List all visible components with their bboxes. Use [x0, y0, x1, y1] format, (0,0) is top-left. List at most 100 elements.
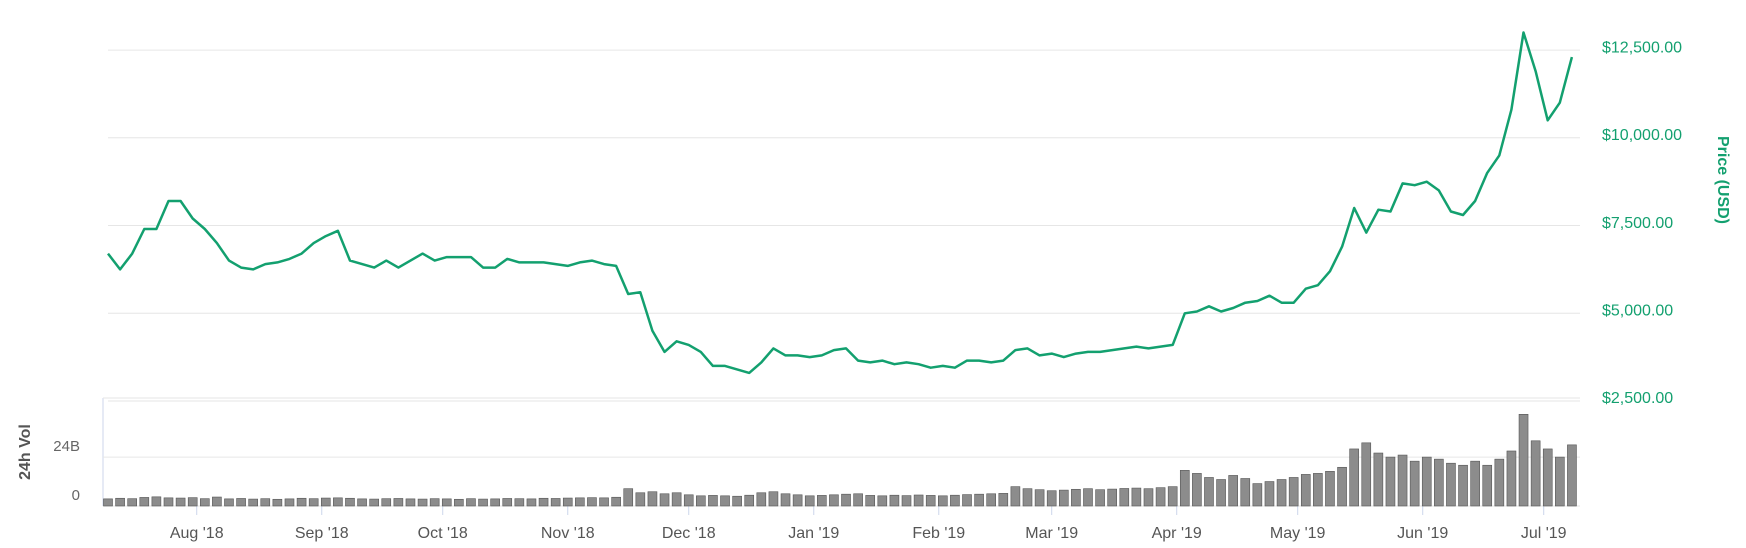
x-tick-label: Apr '19: [1152, 525, 1202, 542]
volume-bar: [1325, 471, 1335, 507]
x-tick-label: Jan '19: [788, 525, 839, 542]
volume-bar: [393, 498, 404, 507]
volume-bar: [1095, 489, 1105, 507]
volume-bar: [1421, 456, 1432, 507]
volume-bar: [1022, 488, 1033, 507]
volume-bar: [1204, 477, 1214, 507]
volume-bar: [212, 496, 222, 507]
y-tick-label: $10,000.00: [1602, 127, 1682, 144]
volume-bar: [502, 498, 513, 507]
volume-bar: [1083, 488, 1093, 507]
volume-bar: [708, 495, 718, 507]
volume-bar: [1071, 488, 1081, 507]
volume-bar: [1434, 458, 1444, 507]
volume-bar: [1542, 448, 1553, 507]
volume-bar: [804, 495, 815, 507]
volume-bar: [441, 498, 452, 507]
volume-bar: [224, 498, 234, 507]
volume-bar: [1555, 456, 1565, 507]
volume-bar: [623, 488, 634, 507]
volume-bar: [683, 494, 694, 507]
volume-bar: [817, 495, 827, 507]
volume-bar: [1046, 490, 1057, 507]
volume-bar: [236, 498, 246, 507]
volume-bar: [1385, 456, 1396, 507]
volume-bar: [901, 495, 912, 507]
volume-bar: [1058, 489, 1069, 507]
volume-bar: [272, 498, 283, 507]
volume-bar: [938, 495, 948, 507]
volume-bar: [1567, 444, 1577, 507]
y-tick-label: $7,500.00: [1602, 215, 1673, 232]
y-tick-label: 0: [72, 487, 80, 504]
volume-bar: [756, 492, 767, 507]
volume-bar: [1143, 488, 1154, 507]
volume-bar: [998, 493, 1009, 507]
x-tick-label: Jun '19: [1397, 525, 1448, 542]
volume-bar: [284, 498, 295, 507]
volume-bar: [986, 493, 997, 507]
volume-bar: [841, 493, 851, 507]
volume-bar: [877, 495, 888, 507]
x-tick-label: Mar '19: [1025, 525, 1078, 542]
volume-bar: [1010, 486, 1021, 507]
volume-bar: [490, 498, 500, 507]
volume-bar: [1349, 448, 1359, 507]
price-line: [107, 31, 1574, 375]
volume-bar: [950, 494, 960, 507]
volume-bar: [417, 498, 428, 507]
volume-bar: [514, 498, 525, 507]
volume-bar: [1506, 450, 1517, 507]
y-axis-title: 24h Vol: [17, 424, 34, 480]
volume-bar: [1494, 458, 1505, 507]
y-tick-label: $5,000.00: [1602, 302, 1673, 319]
volume-bar: [1518, 414, 1529, 507]
volume-bar: [768, 491, 779, 507]
volume-bar: [1228, 475, 1238, 507]
volume-bar: [647, 491, 658, 507]
volume-bar: [1107, 488, 1117, 507]
x-tick-label: Oct '18: [418, 525, 468, 542]
volume-bar: [115, 497, 125, 507]
volume-bar: [1300, 474, 1311, 507]
volume-bar: [187, 497, 198, 507]
volume-bar: [260, 498, 271, 507]
volume-bar: [163, 497, 174, 507]
volume-bar: [369, 498, 379, 507]
volume-bar: [599, 497, 609, 507]
x-tick-label: May '19: [1270, 525, 1326, 542]
volume-bar: [1397, 454, 1408, 507]
volume-bar: [853, 493, 863, 507]
volume-bar: [1119, 488, 1130, 507]
x-tick-label: Jul '19: [1521, 525, 1567, 542]
volume-bar: [889, 494, 900, 507]
volume-bar: [659, 493, 670, 507]
volume-bar: [1337, 466, 1347, 507]
volume-bar: [1409, 460, 1420, 507]
volume-bar: [550, 498, 561, 507]
volume-bar: [865, 495, 876, 507]
volume-bar: [333, 497, 343, 507]
volume-bar: [538, 497, 549, 507]
volume-bar: [1179, 470, 1190, 507]
volume-bar: [199, 498, 210, 507]
volume-bar: [478, 498, 488, 507]
volume-bar: [1276, 479, 1287, 507]
volume-bar: [1155, 487, 1166, 507]
volume-bar: [296, 497, 307, 507]
volume-bar: [1240, 478, 1251, 507]
volume-bar: [405, 498, 416, 507]
volume-bar: [562, 497, 573, 507]
volume-bar: [1482, 464, 1493, 507]
volume-bar: [732, 495, 742, 507]
volume-bar: [671, 492, 682, 507]
volume-bar: [127, 498, 137, 507]
volume-bar: [925, 495, 936, 507]
volume-bar: [696, 495, 706, 507]
volume-bar: [454, 498, 464, 507]
volume-bar: [151, 496, 162, 507]
volume-bar: [1131, 487, 1142, 507]
volume-bar: [526, 498, 537, 507]
volume-bar: [320, 497, 331, 507]
